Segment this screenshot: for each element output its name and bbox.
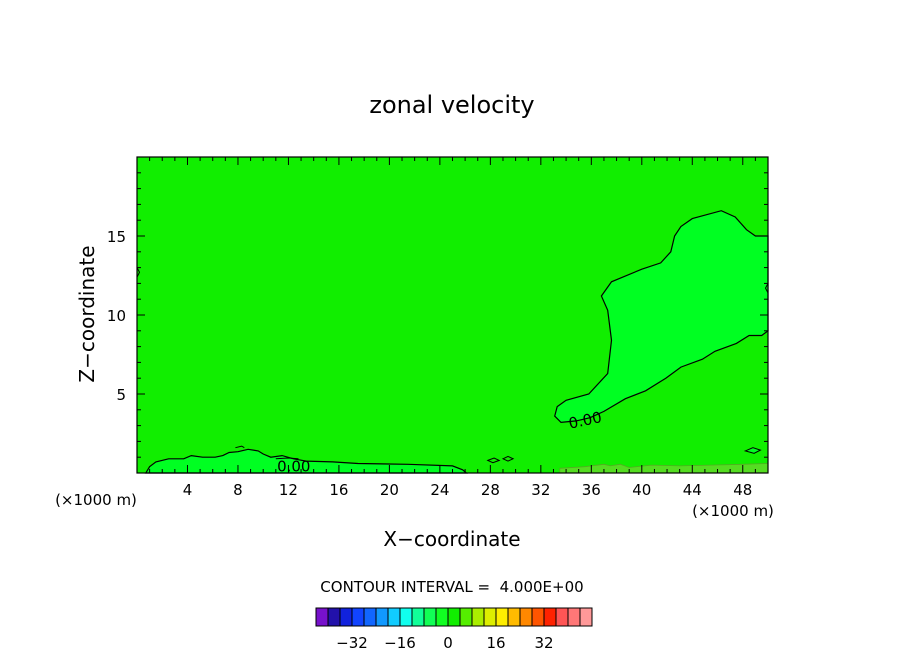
x-axis-ticks: 4 8 12 16 20 24 28 32 36 40 44 48 <box>149 157 756 499</box>
x-tick-label: 4 <box>183 481 193 499</box>
contour-region-right <box>554 210 769 424</box>
colorbar-swatch <box>423 607 437 627</box>
colorbar-swatch <box>579 607 593 627</box>
y-tick-label: 10 <box>107 307 126 325</box>
x-tick-label: 36 <box>582 481 601 499</box>
x-unit-left: (×1000 m) <box>55 491 137 509</box>
colorbar-swatch <box>495 607 509 627</box>
colorbar-tick-label: 32 <box>534 634 553 652</box>
chart-title: zonal velocity <box>369 91 534 119</box>
colorbar-swatch <box>483 607 497 627</box>
colorbar-swatch <box>375 607 389 627</box>
colorbar-swatch <box>555 607 569 627</box>
colorbar-tick-label: −16 <box>384 634 416 652</box>
x-tick-label: 32 <box>531 481 550 499</box>
x-tick-label: 8 <box>233 481 243 499</box>
x-tick-label: 48 <box>733 481 752 499</box>
colorbar-swatch <box>471 607 485 627</box>
x-tick-label: 12 <box>279 481 298 499</box>
colorbar-swatch <box>567 607 581 627</box>
colorbar-swatch <box>435 607 449 627</box>
colorbar-swatch <box>411 607 425 627</box>
x-tick-label: 24 <box>430 481 449 499</box>
x-tick-label: 44 <box>683 481 702 499</box>
colorbar-swatch <box>351 607 365 627</box>
colorbar-swatch <box>531 607 545 627</box>
contour-island <box>486 457 501 464</box>
y-tick-label: 5 <box>116 386 126 404</box>
contour-island <box>275 457 299 460</box>
x-tick-label: 20 <box>380 481 399 499</box>
colorbar-tick-label: −32 <box>336 634 368 652</box>
colorbar-swatch <box>459 607 473 627</box>
y-axis-ticks: 5 10 15 <box>107 172 768 458</box>
y-axis-label: Z−coordinate <box>75 245 99 382</box>
x-tick-label: 16 <box>329 481 348 499</box>
x-tick-label: 40 <box>632 481 651 499</box>
colorbar-swatch <box>387 607 401 627</box>
surface-contour-left <box>144 448 469 474</box>
contour-island <box>235 445 245 449</box>
colorbar-swatch <box>315 607 329 627</box>
colorbar-tick-label: 16 <box>486 634 505 652</box>
y-tick-label: 15 <box>107 228 126 246</box>
colorbar-swatch <box>447 607 461 627</box>
contour-label: 0.00 <box>277 457 310 475</box>
colorbar-labels: −32 −16 0 16 32 <box>336 634 553 652</box>
colorbar-swatch <box>543 607 557 627</box>
colorbar-swatch <box>519 607 533 627</box>
colorbar-swatch <box>399 607 413 627</box>
colorbar-swatch <box>507 607 521 627</box>
x-unit-right: (×1000 m) <box>692 502 774 520</box>
contour-edge-right <box>764 283 769 294</box>
colorbar-swatch <box>327 607 341 627</box>
contour-island <box>501 455 515 462</box>
x-axis-label: X−coordinate <box>383 527 520 551</box>
contour-interval-text: CONTOUR INTERVAL = 4.000E+00 <box>320 578 583 596</box>
colorbar <box>315 607 593 627</box>
x-tick-label: 28 <box>481 481 500 499</box>
colorbar-swatch <box>363 607 377 627</box>
plot-area: 0.000.00 <box>136 156 769 475</box>
colorbar-swatch <box>339 607 353 627</box>
surface-contour-right <box>559 463 769 474</box>
colorbar-tick-label: 0 <box>443 634 453 652</box>
contour-island <box>743 447 762 454</box>
contour-edge-left <box>136 267 141 278</box>
